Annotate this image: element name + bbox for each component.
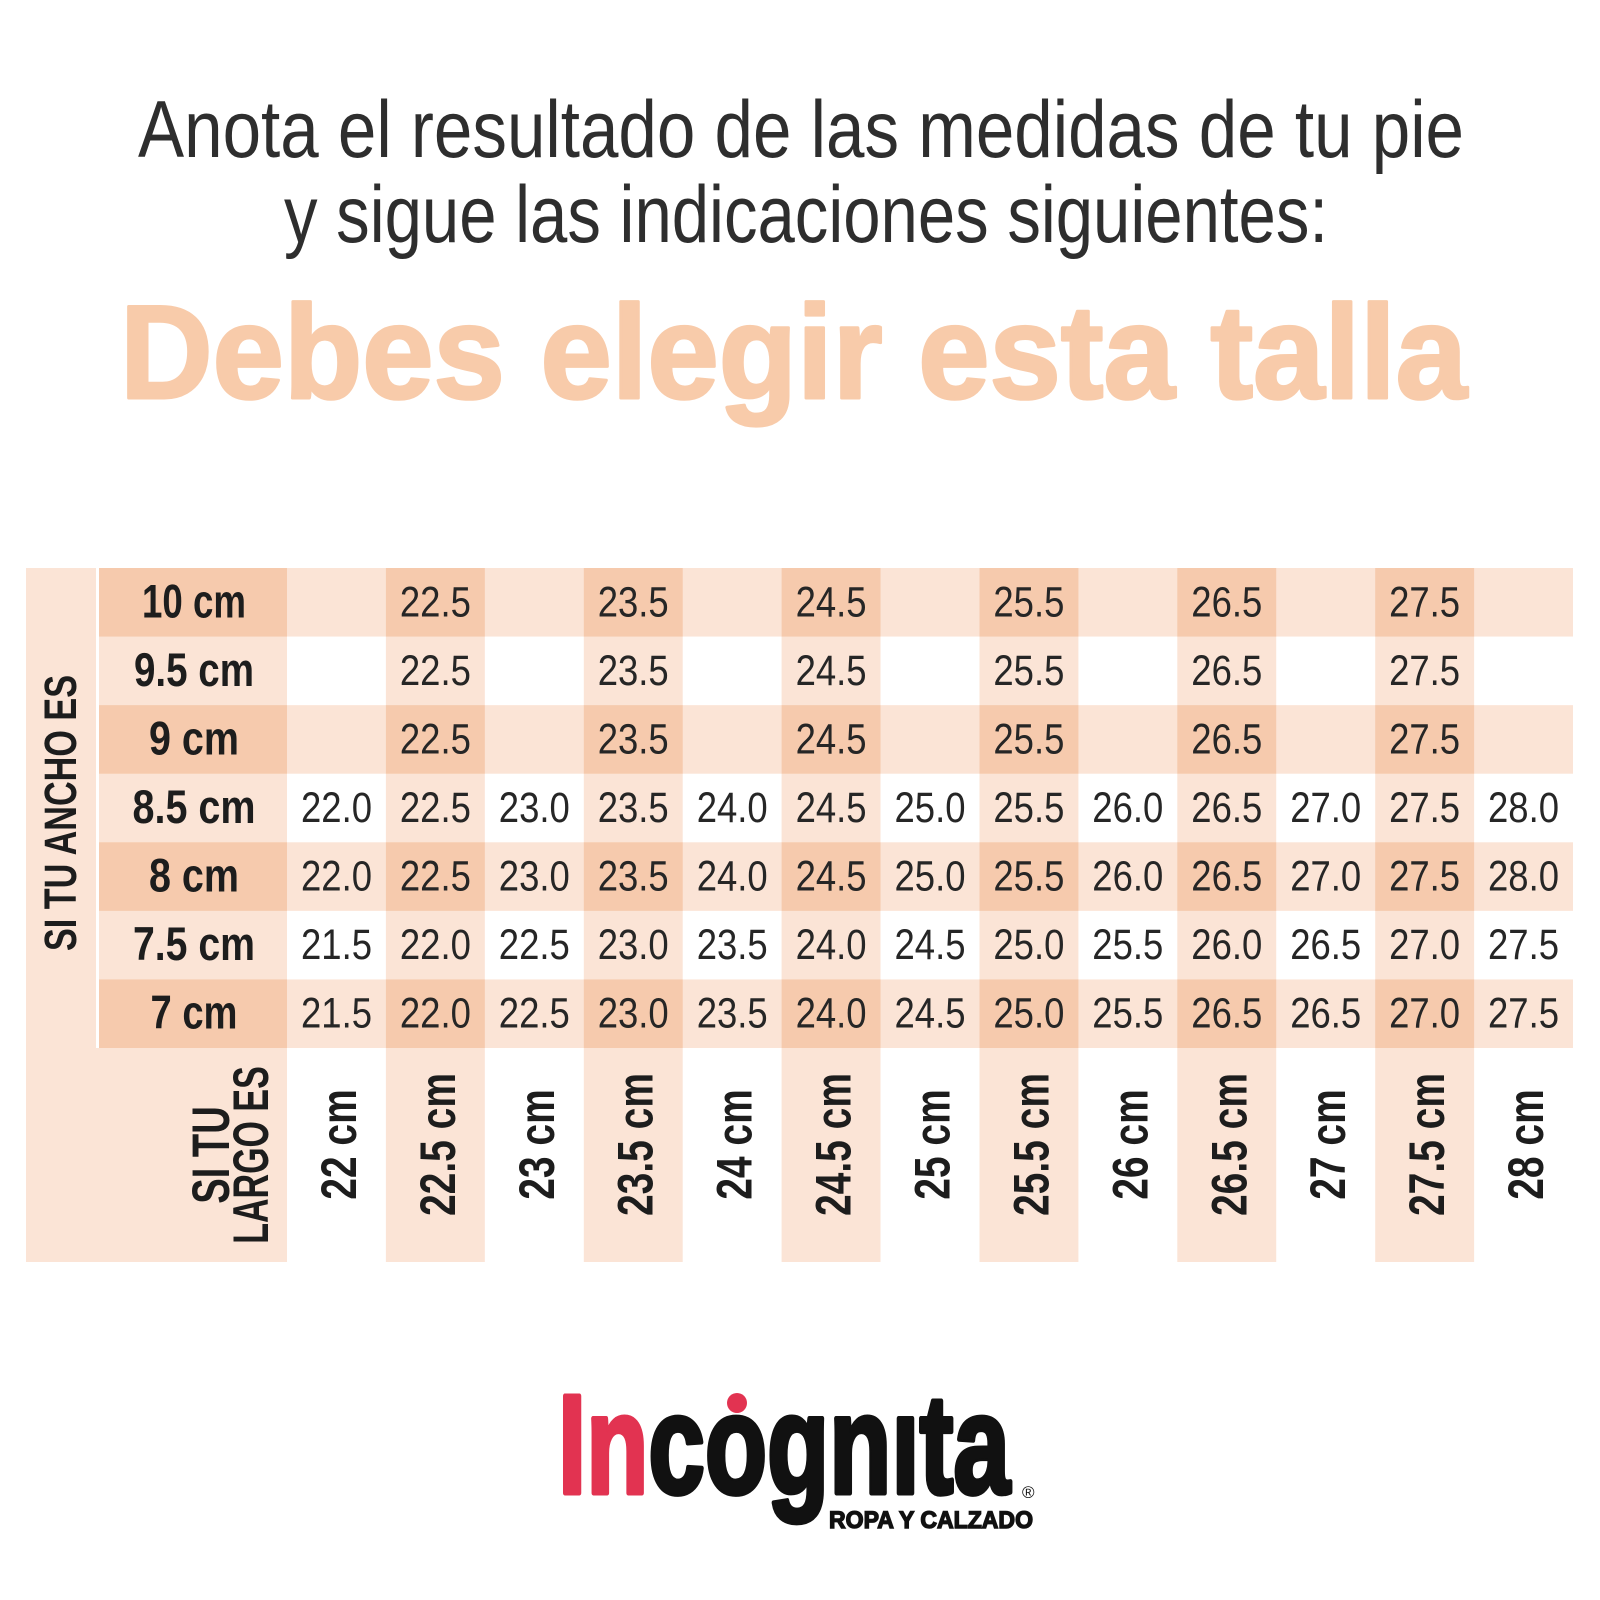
- svg-text:22 cm: 22 cm: [310, 1089, 367, 1200]
- svg-text:25.5: 25.5: [1092, 990, 1163, 1038]
- svg-text:27.0: 27.0: [1389, 990, 1460, 1038]
- svg-text:26.5: 26.5: [1191, 578, 1262, 626]
- svg-text:22.5: 22.5: [400, 647, 471, 695]
- svg-text:24.0: 24.0: [796, 921, 867, 969]
- svg-text:24.5: 24.5: [895, 990, 966, 1038]
- svg-text:23.0: 23.0: [499, 853, 570, 901]
- svg-text:23 cm: 23 cm: [508, 1089, 565, 1200]
- svg-text:25.0: 25.0: [895, 784, 966, 832]
- svg-text:Anota el resultado de las medi: Anota el resultado de las medidas de tu …: [138, 85, 1464, 175]
- svg-text:24.5: 24.5: [796, 853, 867, 901]
- svg-text:25.5: 25.5: [993, 578, 1064, 626]
- svg-text:22.5: 22.5: [400, 715, 471, 763]
- svg-text:22.5: 22.5: [499, 921, 570, 969]
- svg-text:26.5: 26.5: [1290, 990, 1361, 1038]
- svg-text:y sigue las indicaciones sigui: y sigue las indicaciones siguientes:: [284, 170, 1328, 260]
- svg-text:24 cm: 24 cm: [706, 1089, 763, 1200]
- svg-text:23.5: 23.5: [697, 921, 768, 969]
- svg-text:28 cm: 28 cm: [1497, 1089, 1554, 1200]
- svg-text:27.5: 27.5: [1389, 578, 1460, 626]
- svg-text:22.0: 22.0: [301, 784, 372, 832]
- svg-text:10 cm: 10 cm: [142, 574, 246, 627]
- svg-text:27.0: 27.0: [1389, 921, 1460, 969]
- svg-text:ROPA Y CALZADO: ROPA Y CALZADO: [829, 1507, 1033, 1534]
- svg-text:22.0: 22.0: [400, 921, 471, 969]
- svg-text:23.5: 23.5: [598, 578, 669, 626]
- svg-text:27 cm: 27 cm: [1299, 1089, 1356, 1200]
- svg-text:26.5: 26.5: [1191, 853, 1262, 901]
- svg-text:9 cm: 9 cm: [149, 711, 239, 764]
- svg-text:21.5: 21.5: [301, 921, 372, 969]
- svg-text:25.5: 25.5: [993, 853, 1064, 901]
- svg-text:27.5: 27.5: [1488, 990, 1559, 1038]
- svg-text:25.5: 25.5: [993, 715, 1064, 763]
- svg-text:24.5: 24.5: [796, 784, 867, 832]
- svg-text:24.0: 24.0: [697, 853, 768, 901]
- svg-text:27.5 cm: 27.5 cm: [1398, 1073, 1455, 1216]
- svg-text:26.0: 26.0: [1092, 784, 1163, 832]
- svg-text:23.5: 23.5: [598, 715, 669, 763]
- svg-text:22.5: 22.5: [499, 990, 570, 1038]
- svg-text:24.5 cm: 24.5 cm: [805, 1073, 862, 1216]
- svg-text:Incognıta: Incognıta: [558, 1365, 1011, 1523]
- svg-text:27.5: 27.5: [1389, 715, 1460, 763]
- svg-text:27.0: 27.0: [1290, 853, 1361, 901]
- svg-text:7 cm: 7 cm: [151, 986, 238, 1039]
- svg-text:26.5: 26.5: [1191, 647, 1262, 695]
- svg-text:23.0: 23.0: [499, 784, 570, 832]
- svg-text:27.5: 27.5: [1389, 784, 1460, 832]
- svg-text:22.5: 22.5: [400, 784, 471, 832]
- svg-text:26.5: 26.5: [1191, 990, 1262, 1038]
- svg-text:25.5 cm: 25.5 cm: [1003, 1073, 1060, 1216]
- svg-text:23.5: 23.5: [697, 990, 768, 1038]
- svg-text:8.5 cm: 8.5 cm: [133, 780, 256, 833]
- svg-text:25.5: 25.5: [993, 784, 1064, 832]
- svg-text:22.5 cm: 22.5 cm: [409, 1073, 466, 1216]
- svg-text:22.0: 22.0: [400, 990, 471, 1038]
- svg-text:26.5: 26.5: [1191, 715, 1262, 763]
- svg-text:27.0: 27.0: [1290, 784, 1361, 832]
- svg-text:22.5: 22.5: [400, 853, 471, 901]
- svg-text:25.0: 25.0: [993, 921, 1064, 969]
- svg-text:26.5 cm: 26.5 cm: [1201, 1073, 1258, 1216]
- svg-text:Debes elegir esta talla: Debes elegir esta talla: [120, 279, 1468, 427]
- svg-text:24.5: 24.5: [796, 578, 867, 626]
- svg-text:25 cm: 25 cm: [904, 1089, 961, 1200]
- svg-text:26.5: 26.5: [1191, 784, 1262, 832]
- svg-text:23.0: 23.0: [598, 990, 669, 1038]
- svg-text:25.5: 25.5: [993, 647, 1064, 695]
- svg-text:24.0: 24.0: [796, 990, 867, 1038]
- svg-text:22.5: 22.5: [400, 578, 471, 626]
- svg-text:22.0: 22.0: [301, 853, 372, 901]
- svg-text:9.5 cm: 9.5 cm: [134, 643, 254, 696]
- svg-text:25.5: 25.5: [1092, 921, 1163, 969]
- svg-text:27.5: 27.5: [1389, 647, 1460, 695]
- svg-text:28.0: 28.0: [1488, 853, 1559, 901]
- svg-text:27.5: 27.5: [1488, 921, 1559, 969]
- svg-text:28.0: 28.0: [1488, 784, 1559, 832]
- svg-text:7.5 cm: 7.5 cm: [133, 917, 255, 970]
- svg-text:LARGO ES: LARGO ES: [224, 1066, 280, 1244]
- svg-text:25.0: 25.0: [993, 990, 1064, 1038]
- svg-text:23.5 cm: 23.5 cm: [607, 1073, 664, 1216]
- svg-text:26.0: 26.0: [1092, 853, 1163, 901]
- svg-text:26 cm: 26 cm: [1102, 1089, 1159, 1200]
- svg-text:27.5: 27.5: [1389, 853, 1460, 901]
- svg-text:23.0: 23.0: [598, 921, 669, 969]
- svg-text:SI TU ANCHO ES: SI TU ANCHO ES: [37, 675, 87, 951]
- svg-text:SI TU: SI TU: [181, 1106, 241, 1204]
- svg-text:25.0: 25.0: [895, 853, 966, 901]
- svg-text:26.0: 26.0: [1191, 921, 1262, 969]
- svg-text:23.5: 23.5: [598, 784, 669, 832]
- svg-text:24.5: 24.5: [796, 715, 867, 763]
- svg-text:23.5: 23.5: [598, 853, 669, 901]
- svg-text:24.0: 24.0: [697, 784, 768, 832]
- svg-text:23.5: 23.5: [598, 647, 669, 695]
- svg-text:8 cm: 8 cm: [149, 849, 239, 902]
- svg-text:21.5: 21.5: [301, 990, 372, 1038]
- svg-text:®: ®: [1022, 1483, 1035, 1502]
- svg-text:26.5: 26.5: [1290, 921, 1361, 969]
- svg-text:24.5: 24.5: [796, 647, 867, 695]
- svg-text:24.5: 24.5: [895, 921, 966, 969]
